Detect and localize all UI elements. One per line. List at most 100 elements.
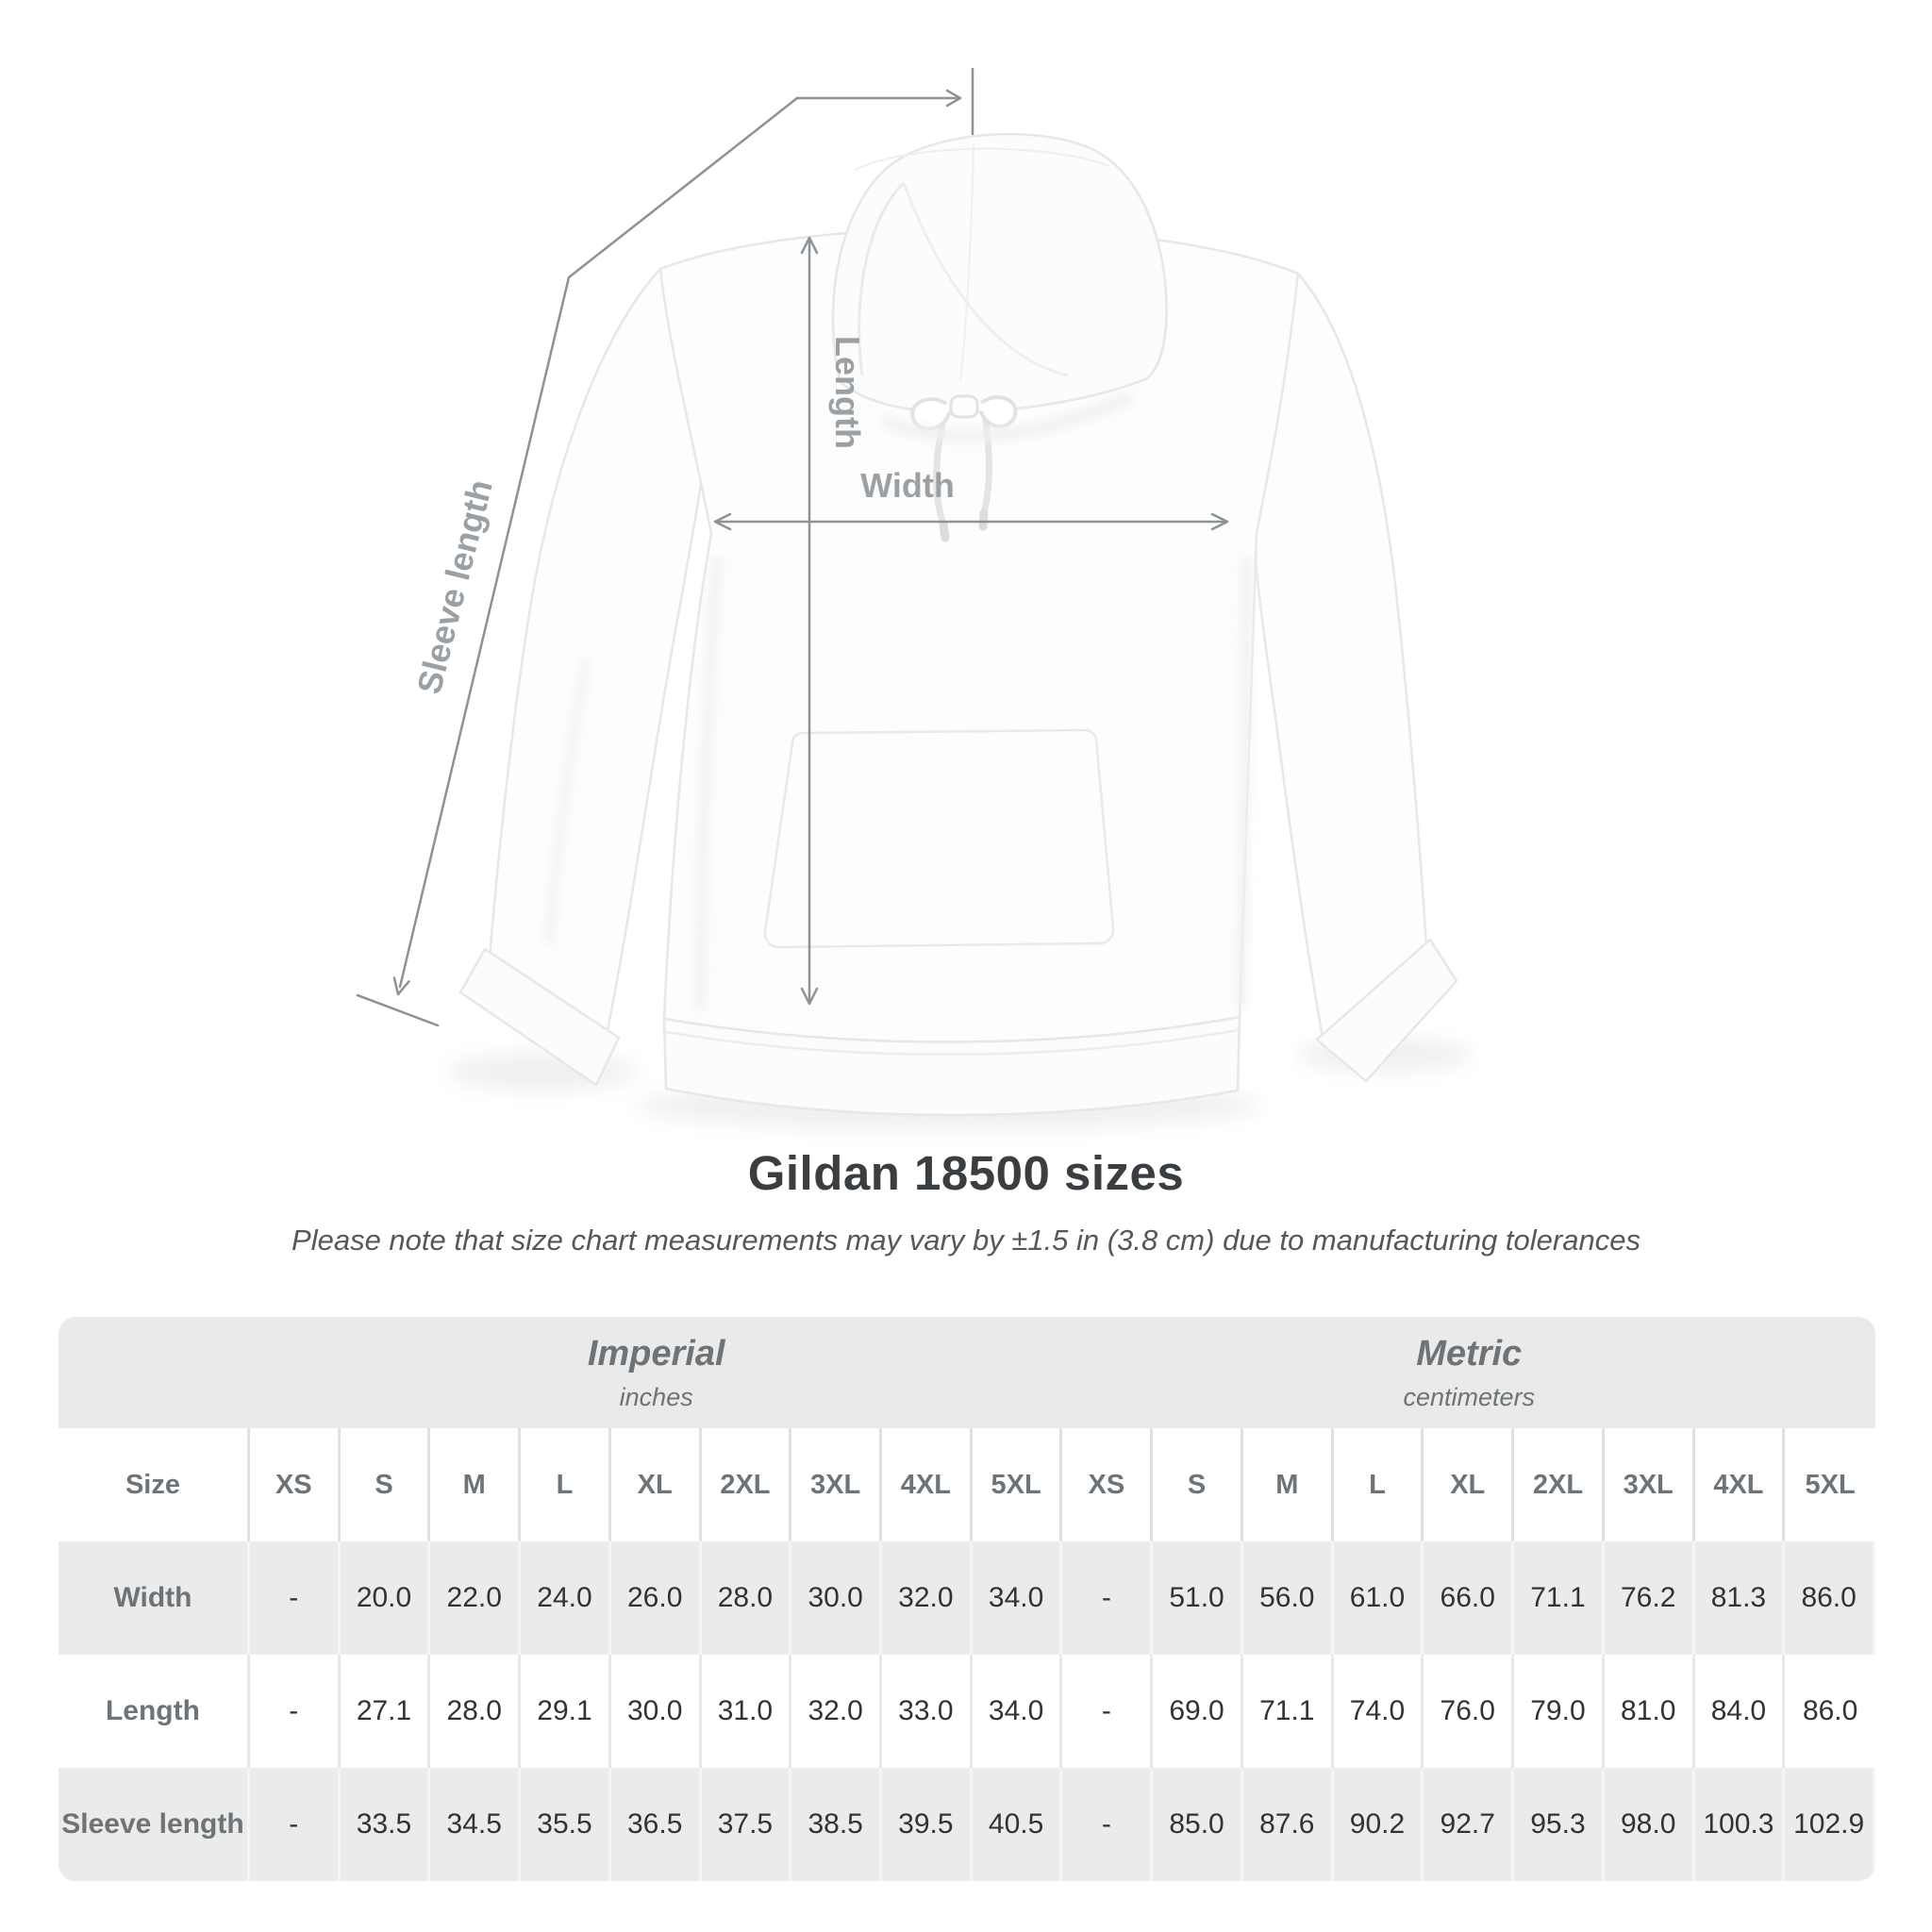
- size-header-4xl: 4XL: [882, 1428, 973, 1541]
- row-label: Width: [58, 1541, 250, 1655]
- table-cell: 31.0: [702, 1655, 792, 1768]
- size-header-5xl: 5XL: [1805, 1469, 1856, 1500]
- table-cell: 79.0: [1514, 1655, 1605, 1768]
- table-cell: 87.6: [1243, 1768, 1334, 1881]
- table-cell: 28.0: [702, 1541, 792, 1655]
- table-cell: 95.3: [1514, 1768, 1605, 1881]
- size-header-xs: XS: [250, 1428, 341, 1541]
- page-title: Gildan 18500 sizes: [747, 1146, 1185, 1200]
- table-cell: 102.9: [1785, 1768, 1875, 1881]
- table-cell: 39.5: [882, 1768, 973, 1881]
- table-cell: 84.0: [1695, 1655, 1786, 1768]
- row-label: Sleeve length: [58, 1768, 250, 1881]
- unit-group-name: Metric: [1416, 1333, 1523, 1374]
- table-cell: -: [1062, 1768, 1154, 1881]
- cuff-tick: [356, 993, 440, 1027]
- size-header-xs: XS: [1062, 1428, 1154, 1541]
- hoodie-right-cuff: [1315, 938, 1458, 1083]
- table-cell: 69.0: [1153, 1655, 1243, 1768]
- table-cell: 34.0: [973, 1541, 1063, 1655]
- arrowhead-down-icon: [800, 987, 819, 1006]
- table-cell: 81.3: [1695, 1541, 1786, 1655]
- size-header-xl: XL: [1424, 1428, 1515, 1541]
- table-cell: 30.0: [791, 1541, 883, 1655]
- sleeve-length-label: Sleeve length: [409, 475, 500, 697]
- size-header-s: S: [341, 1428, 431, 1541]
- table-cell: 38.5: [791, 1768, 883, 1881]
- table-cell: -: [250, 1541, 341, 1655]
- table-cell: 28.0: [430, 1655, 522, 1768]
- size-column-header: Size: [58, 1428, 250, 1541]
- table-cell: -: [250, 1768, 341, 1881]
- unit-group-unit: inches: [619, 1382, 693, 1411]
- hoodie-hood: [831, 132, 1168, 414]
- size-header-3xl: 3XL: [791, 1428, 883, 1541]
- unit-group-unit: centimeters: [1403, 1382, 1536, 1411]
- table-row: Length -27.1 28.0 29.1 30.0 31.0 32.0 33.0 34.0-…: [58, 1655, 1875, 1768]
- size-header-2xl: 2XL: [702, 1428, 792, 1541]
- tolerance-note: Please note that size chart measurements…: [291, 1224, 1641, 1257]
- table-cell: 40.5: [973, 1768, 1063, 1881]
- table-cell: 33.5: [341, 1768, 431, 1881]
- table-cell: 56.0: [1243, 1541, 1334, 1655]
- hoodie-pocket: [763, 728, 1115, 949]
- table-cell: 76.2: [1605, 1541, 1695, 1655]
- hood-drawstrings: [910, 394, 1018, 542]
- unit-band-row: Imperial inches Metric centimeters: [58, 1317, 1875, 1428]
- table-cell: 32.0: [791, 1655, 883, 1768]
- hoodie-illustration: [458, 132, 1458, 1117]
- unit-group-name: Imperial: [587, 1333, 725, 1374]
- table-cell: 71.1: [1514, 1541, 1605, 1655]
- hoodie-hem-band: [662, 1015, 1241, 1117]
- table-cell: 22.0: [430, 1541, 522, 1655]
- unit-group-metric: Metric centimeters: [1062, 1334, 1875, 1412]
- size-table: Imperial inches Metric centimeters Size XS S M L…: [58, 1317, 1875, 1881]
- table-cell: 100.3: [1695, 1768, 1786, 1881]
- hoodie-left-cuff: [458, 947, 621, 1087]
- table-cell: 37.5: [702, 1768, 792, 1881]
- width-line: [713, 512, 1229, 531]
- table-cell: 86.0: [1802, 1695, 1858, 1726]
- size-header-m: M: [430, 1428, 522, 1541]
- row-label: Length: [58, 1655, 250, 1768]
- table-cell: -: [1062, 1541, 1154, 1655]
- table-cell: 35.5: [521, 1768, 611, 1881]
- table-cell: 92.7: [1424, 1768, 1515, 1881]
- table-cell: 33.0: [882, 1655, 973, 1768]
- size-header-row: Size XS S M L XL 2XL 3XL 4XL 5XL XS S M L XL 2XL 3XL 4XL 5…: [58, 1428, 1875, 1541]
- table-row: Width -20.0 22.0 24.0 26.0 28.0 30.0 32.0 34.0-5…: [58, 1541, 1875, 1655]
- size-header-2xl: 2XL: [1514, 1428, 1605, 1541]
- size-header-3xl: 3XL: [1605, 1428, 1695, 1541]
- arrowhead-right-icon: [1210, 512, 1229, 531]
- table-cell: 20.0: [341, 1541, 431, 1655]
- table-cell: 26.0: [611, 1541, 702, 1655]
- table-cell: -: [1062, 1655, 1154, 1768]
- table-cell: 24.0: [521, 1541, 611, 1655]
- table-cell: 27.1: [341, 1655, 431, 1768]
- hood-creases: [854, 142, 1110, 382]
- heading-block: Gildan 18500 sizes Please note that size…: [0, 1145, 1932, 1257]
- band-corner-cell: [58, 1317, 250, 1428]
- hoodie-measurement-diagram: Width Length Sleeve length: [356, 67, 1472, 1130]
- table-cell: 86.0: [1785, 1541, 1875, 1655]
- size-header-4xl: 4XL: [1695, 1428, 1786, 1541]
- table-cell: 34.5: [430, 1768, 522, 1881]
- table-cell: 36.5: [611, 1768, 702, 1881]
- table-cell: 81.0: [1605, 1655, 1695, 1768]
- measurement-lines: [356, 67, 1229, 1027]
- table-cell: 71.1: [1243, 1655, 1334, 1768]
- sleeve-length-line: [356, 67, 974, 1027]
- size-header-s: S: [1153, 1428, 1243, 1541]
- table-cell: 85.0: [1153, 1768, 1243, 1881]
- table-cell: 29.1: [521, 1655, 611, 1768]
- arrowhead-up-icon: [800, 236, 819, 255]
- size-header-5xl: 5XL: [973, 1428, 1063, 1541]
- width-label: Width: [860, 466, 955, 505]
- fabric-shading: [545, 391, 1252, 1010]
- table-cell: 98.0: [1605, 1768, 1695, 1881]
- size-header-xl: XL: [611, 1428, 702, 1541]
- table-cell: 32.0: [882, 1541, 973, 1655]
- table-cell: 74.0: [1334, 1655, 1424, 1768]
- arrowhead-down-icon: [392, 976, 410, 996]
